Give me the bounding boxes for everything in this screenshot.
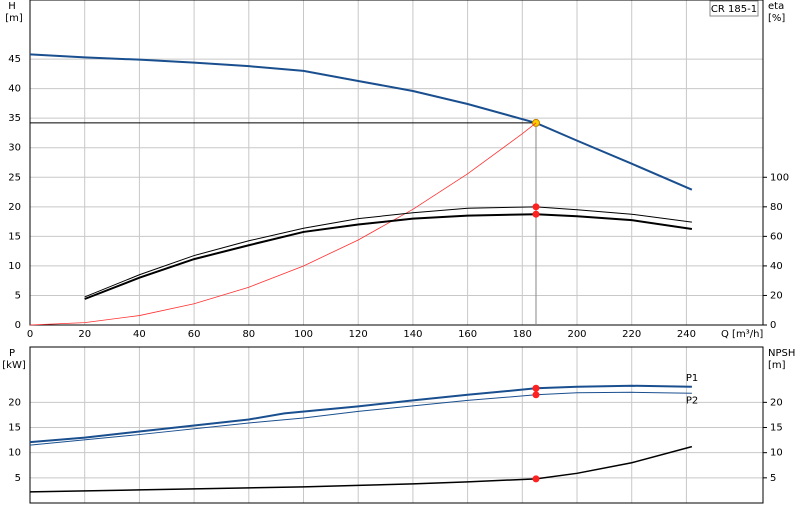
x-tick-label: 60 — [188, 329, 201, 340]
duty-marker — [532, 384, 540, 392]
y2-tick-label: 40 — [770, 261, 783, 272]
y-tick-label: 45 — [8, 54, 21, 65]
y-tick-label: 25 — [8, 172, 21, 183]
y-tick-label: 5 — [15, 290, 21, 301]
x-tick-label: 20 — [78, 329, 91, 340]
y-tick-label: 5 — [15, 473, 21, 484]
x-tick-label: 240 — [677, 329, 696, 340]
plot-frame — [29, 0, 764, 326]
y2-tick-label: 10 — [770, 448, 783, 459]
x-tick-label: 80 — [242, 329, 255, 340]
series-line — [29, 445, 693, 493]
y-tick-label: 20 — [8, 397, 21, 408]
series-line — [29, 391, 692, 446]
series-line — [29, 384, 692, 444]
series-line — [84, 206, 692, 298]
y2-tick-label: 20 — [770, 397, 783, 408]
y2-axis-label: NPSH — [768, 348, 795, 359]
y-axis-label: P — [9, 348, 15, 359]
x-tick-label: 200 — [567, 329, 586, 340]
y2-tick-label: 0 — [770, 320, 776, 331]
series-label: P2 — [686, 395, 698, 406]
x-tick-label: 220 — [622, 329, 641, 340]
y-axis-unit: [m] — [5, 13, 23, 24]
y2-tick-label: 20 — [770, 290, 783, 301]
series-line — [29, 122, 537, 326]
x-tick-label: 180 — [513, 329, 532, 340]
y2-tick-label: 5 — [770, 473, 776, 484]
series-label: P1 — [686, 373, 698, 384]
y-axis-label: H — [8, 1, 16, 12]
y-tick-label: 15 — [8, 423, 21, 434]
x-tick-label: 160 — [458, 329, 477, 340]
series-line — [84, 213, 693, 300]
y-tick-label: 30 — [8, 143, 21, 154]
model-label: CR 185-1 — [711, 4, 757, 15]
y-axis-unit: [kW] — [2, 360, 26, 371]
y2-tick-label: 80 — [770, 202, 783, 213]
y-tick-label: 10 — [8, 448, 21, 459]
y2-tick-label: 15 — [770, 423, 783, 434]
y-tick-label: 10 — [8, 261, 21, 272]
y2-axis-unit: [m] — [768, 360, 786, 371]
y-tick-label: 40 — [8, 84, 21, 95]
x-tick-label: 0 — [27, 329, 33, 340]
plot-frame — [29, 346, 764, 504]
duty-marker — [532, 203, 540, 211]
duty-marker — [532, 391, 540, 399]
duty-marker — [532, 475, 540, 483]
y-tick-label: 0 — [15, 320, 21, 331]
y2-tick-label: 100 — [770, 172, 789, 183]
x-tick-label: 100 — [294, 329, 313, 340]
y2-axis-unit: [%] — [768, 13, 785, 24]
y-tick-label: 20 — [8, 202, 21, 213]
duty-marker — [532, 210, 540, 218]
y2-tick-label: 60 — [770, 231, 783, 242]
x-tick-label: 40 — [133, 329, 146, 340]
series-line — [29, 53, 693, 191]
model-box — [709, 0, 759, 17]
x-axis-label: Q [m³/h] — [721, 329, 763, 340]
y-tick-label: 15 — [8, 231, 21, 242]
y-tick-label: 35 — [8, 113, 21, 124]
x-tick-label: 140 — [403, 329, 422, 340]
y2-axis-label: eta — [768, 1, 784, 12]
x-tick-label: 120 — [349, 329, 368, 340]
